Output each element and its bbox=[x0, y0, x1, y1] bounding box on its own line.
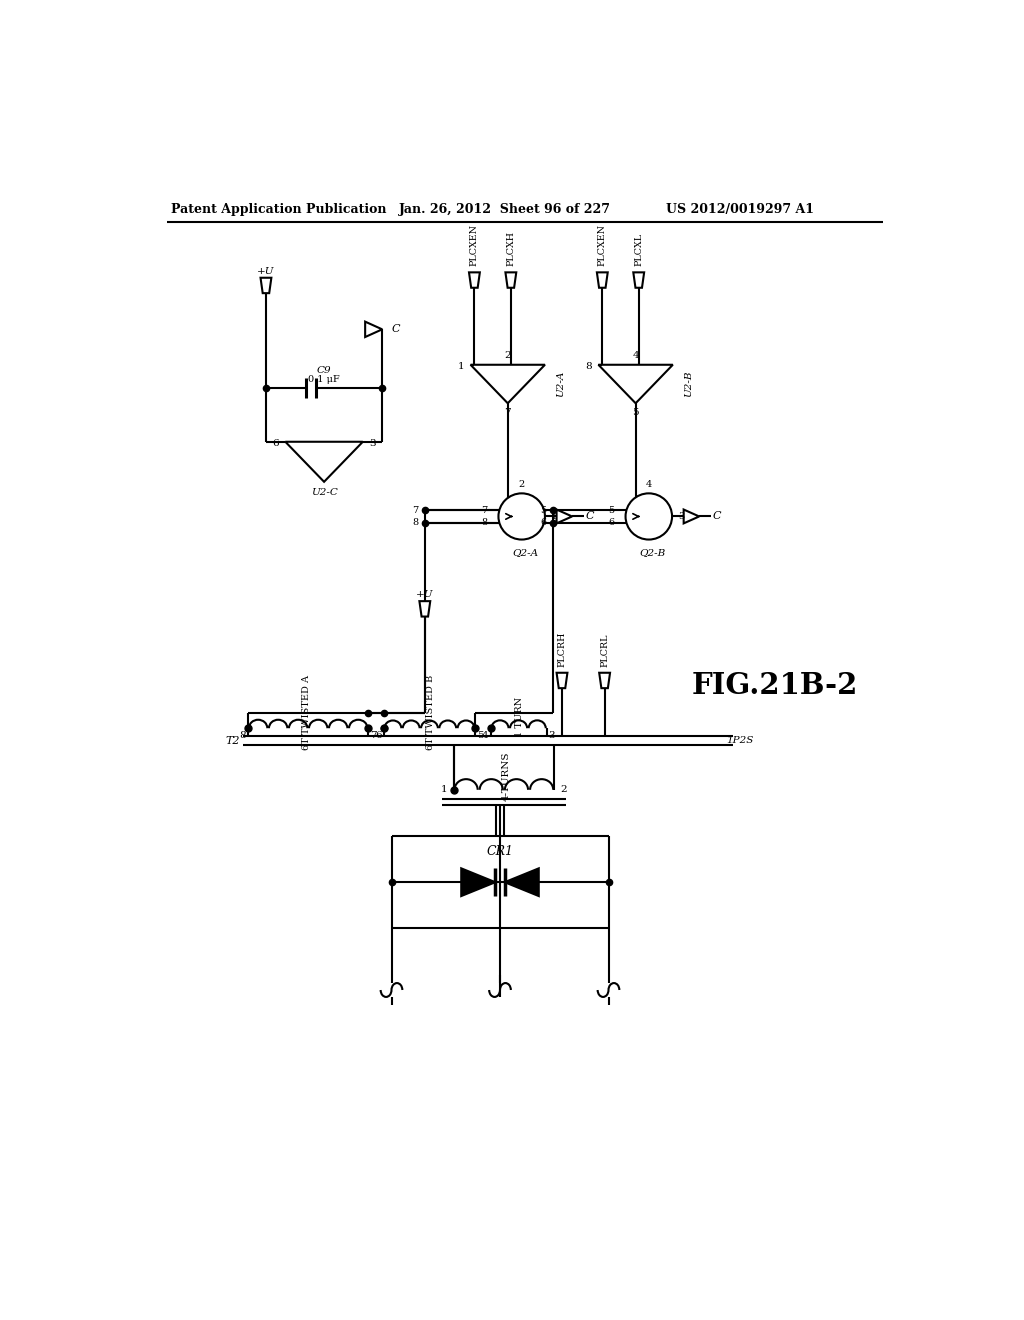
Text: PLCRL: PLCRL bbox=[600, 634, 609, 667]
Polygon shape bbox=[557, 673, 567, 688]
Text: U2-C: U2-C bbox=[310, 488, 338, 498]
Text: C: C bbox=[586, 511, 594, 521]
Polygon shape bbox=[506, 272, 516, 288]
Text: 4-TURNS: 4-TURNS bbox=[502, 751, 511, 801]
Text: 4: 4 bbox=[632, 351, 639, 360]
Text: +U: +U bbox=[416, 590, 433, 599]
Text: Patent Application Publication: Patent Application Publication bbox=[171, 203, 387, 216]
Text: Q2-A: Q2-A bbox=[513, 548, 539, 557]
Text: 5: 5 bbox=[541, 506, 547, 515]
Text: U2-B: U2-B bbox=[684, 371, 693, 397]
Text: PLCRH: PLCRH bbox=[557, 631, 566, 667]
Text: 3: 3 bbox=[549, 731, 555, 741]
Text: 8: 8 bbox=[413, 519, 419, 527]
Polygon shape bbox=[505, 869, 539, 896]
Text: US 2012/0019297 A1: US 2012/0019297 A1 bbox=[667, 203, 814, 216]
Text: FIG.21B-2: FIG.21B-2 bbox=[692, 672, 858, 701]
Text: PLCXEN: PLCXEN bbox=[470, 224, 479, 267]
Text: 2: 2 bbox=[560, 785, 567, 795]
Text: 1 TURN: 1 TURN bbox=[515, 697, 524, 737]
Polygon shape bbox=[461, 869, 496, 896]
Text: 2: 2 bbox=[505, 351, 511, 360]
Text: C: C bbox=[713, 511, 721, 521]
Text: 7: 7 bbox=[481, 506, 487, 515]
Text: 8: 8 bbox=[586, 362, 592, 371]
Polygon shape bbox=[469, 272, 480, 288]
Text: Jan. 26, 2012  Sheet 96 of 227: Jan. 26, 2012 Sheet 96 of 227 bbox=[399, 203, 611, 216]
Text: 3: 3 bbox=[678, 512, 684, 521]
Text: 1: 1 bbox=[458, 362, 464, 371]
Text: PLCXL: PLCXL bbox=[634, 234, 643, 267]
Text: PLCXH: PLCXH bbox=[506, 231, 515, 267]
Polygon shape bbox=[420, 601, 430, 616]
Text: 5: 5 bbox=[477, 731, 484, 741]
Text: 6: 6 bbox=[541, 519, 547, 527]
Text: 7: 7 bbox=[413, 506, 419, 515]
Text: 7: 7 bbox=[505, 408, 511, 417]
Text: 8: 8 bbox=[240, 731, 246, 741]
Text: 6T TWISTED A: 6T TWISTED A bbox=[302, 676, 310, 750]
Text: C: C bbox=[392, 325, 400, 334]
Circle shape bbox=[626, 494, 672, 540]
Text: 1: 1 bbox=[441, 785, 447, 795]
Text: 1: 1 bbox=[551, 512, 557, 521]
Text: 8: 8 bbox=[481, 519, 487, 527]
Text: Q2-B: Q2-B bbox=[640, 548, 666, 557]
Text: 4: 4 bbox=[482, 731, 488, 741]
Text: 2: 2 bbox=[518, 479, 525, 488]
Polygon shape bbox=[599, 673, 610, 688]
Text: 6: 6 bbox=[272, 438, 280, 447]
Text: 5: 5 bbox=[608, 506, 614, 515]
Text: 7: 7 bbox=[371, 731, 377, 741]
Text: 3: 3 bbox=[369, 438, 376, 447]
Text: C9: C9 bbox=[316, 367, 332, 375]
Circle shape bbox=[499, 494, 545, 540]
Text: 1P2S: 1P2S bbox=[727, 737, 754, 744]
Text: 6T TWISTED B: 6T TWISTED B bbox=[426, 675, 435, 751]
Text: PLCXEN: PLCXEN bbox=[598, 224, 607, 267]
Text: CR1: CR1 bbox=[486, 845, 513, 858]
Text: 4: 4 bbox=[646, 479, 652, 488]
Text: U2-A: U2-A bbox=[556, 371, 565, 397]
Polygon shape bbox=[260, 277, 271, 293]
Text: 0.1 μF: 0.1 μF bbox=[308, 375, 340, 384]
Text: 5: 5 bbox=[632, 408, 639, 417]
Text: +U: +U bbox=[257, 267, 274, 276]
Text: 6: 6 bbox=[375, 731, 382, 741]
Text: 6: 6 bbox=[608, 519, 614, 527]
Polygon shape bbox=[597, 272, 607, 288]
Text: T2: T2 bbox=[225, 735, 240, 746]
Polygon shape bbox=[633, 272, 644, 288]
